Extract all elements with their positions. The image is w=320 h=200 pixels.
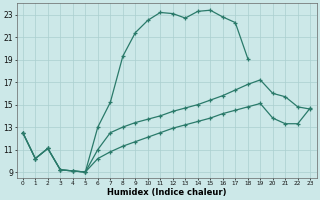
X-axis label: Humidex (Indice chaleur): Humidex (Indice chaleur): [107, 188, 226, 197]
